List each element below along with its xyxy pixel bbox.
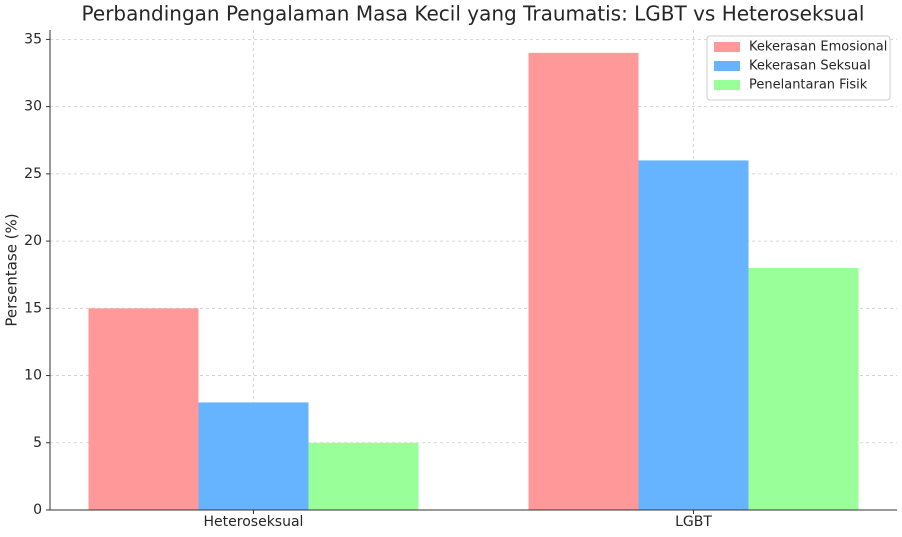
legend-box: [706, 35, 891, 101]
y-tick-label: 0: [33, 502, 42, 518]
legend-label: Penelantaran Fisik: [749, 78, 868, 93]
y-tick-label: 25: [24, 166, 42, 182]
y-tick-label: 10: [24, 368, 42, 384]
legend-label: Kekerasan Seksual: [749, 59, 871, 74]
chart-title: Perbandingan Pengalaman Masa Kecil yang …: [82, 2, 865, 26]
legend-swatch: [714, 42, 740, 52]
bar: [638, 160, 749, 510]
bar: [528, 52, 639, 510]
y-tick-label: 20: [24, 233, 42, 249]
legend-swatch: [714, 61, 740, 71]
legend-label: Kekerasan Emosional: [749, 40, 887, 55]
y-tick-label: 15: [24, 300, 42, 316]
y-tick-label: 30: [24, 99, 42, 115]
bar: [198, 402, 309, 510]
y-axis-label: Persentase (%): [3, 213, 21, 326]
bar: [308, 442, 419, 510]
x-tick-label: Heteroseksual: [204, 514, 304, 530]
bar: [748, 267, 859, 510]
y-tick-label: 5: [33, 435, 42, 451]
x-tick-label: LGBT: [675, 514, 712, 530]
y-tick-label: 35: [24, 31, 42, 47]
legend-swatch: [714, 80, 740, 90]
bar: [88, 308, 199, 510]
